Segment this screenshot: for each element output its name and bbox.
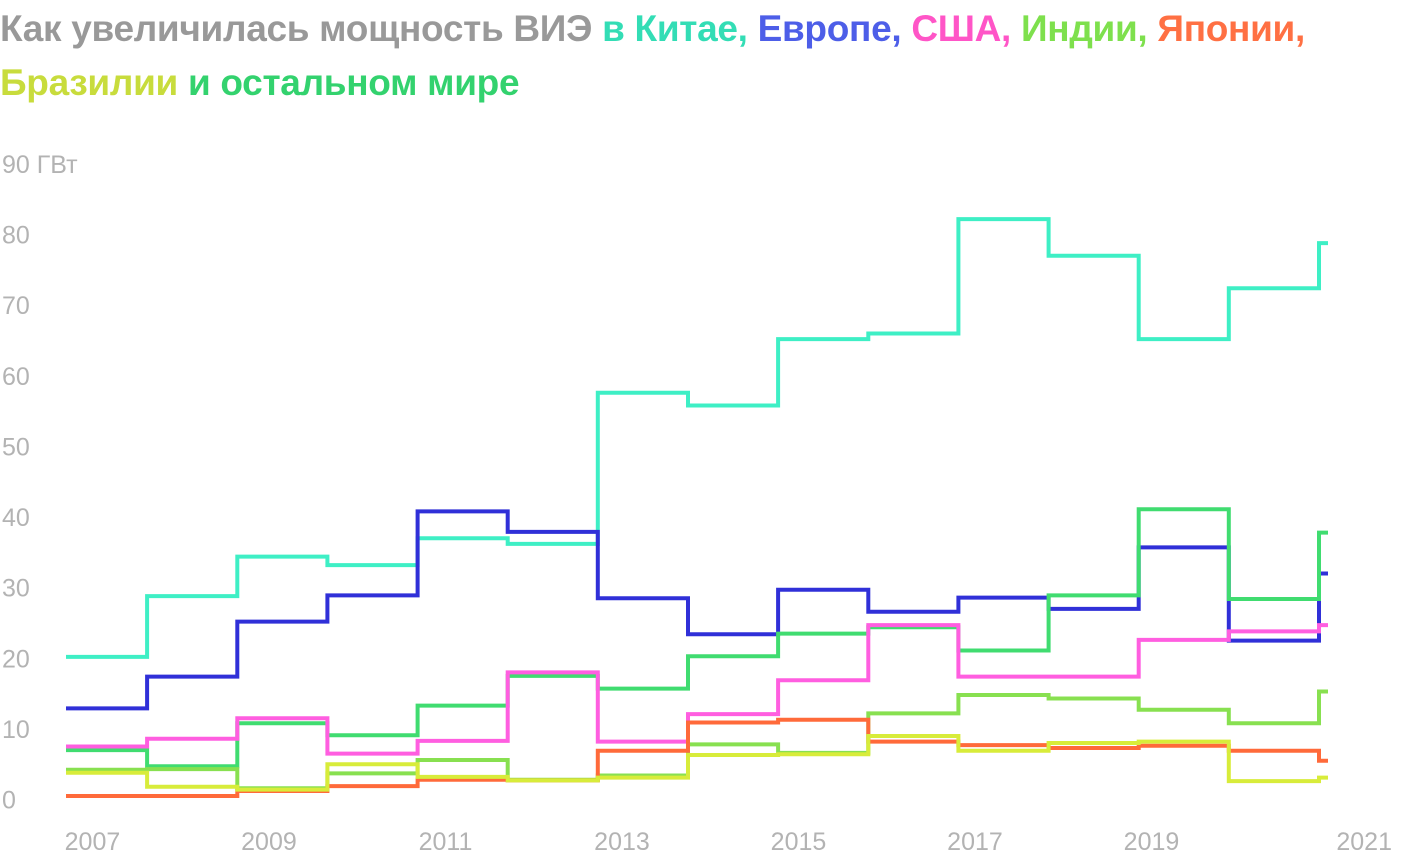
- series-line: [66, 509, 1328, 711]
- x-axis-tick-labels: 2007 2009 2011 2013 2015 2017 2019 2021: [65, 828, 1392, 856]
- title-part: и остальном мире: [177, 62, 520, 103]
- y-tick-label: 40: [2, 504, 30, 532]
- x-tick-label: 2017: [947, 828, 1003, 856]
- y-tick-label: 70: [2, 292, 30, 320]
- x-tick-label: 2019: [1124, 828, 1180, 856]
- x-tick-label: 2013: [594, 828, 650, 856]
- y-tick-label: 50: [2, 433, 30, 461]
- y-tick-label: 80: [2, 222, 30, 250]
- y-tick-label: 20: [2, 645, 30, 673]
- y-tick-label: 0: [2, 787, 16, 815]
- y-tick-label: 60: [2, 363, 30, 391]
- series-line: [66, 507, 1328, 769]
- series-line: [66, 217, 1328, 659]
- title-part: Индии,: [1011, 8, 1148, 49]
- series-lines: [66, 217, 1328, 798]
- x-tick-label: 2015: [771, 828, 827, 856]
- series-line: [66, 717, 1328, 798]
- title-part: Японии,: [1147, 8, 1305, 49]
- title-part: Европе,: [747, 8, 902, 49]
- y-axis-tick-labels: 0 10 20 30 40 50 60 70 80 90 ГВт: [2, 151, 78, 815]
- title-part: Бразилии: [0, 62, 178, 103]
- title-part: в Китае,: [592, 8, 748, 49]
- x-tick-label: 2021: [1336, 828, 1392, 856]
- chart-title: Как увеличилась мощность ВИЭ в Китае, Ев…: [0, 2, 1395, 110]
- title-prefix: Как увеличилась мощность ВИЭ: [0, 8, 593, 49]
- x-tick-label: 2007: [65, 828, 121, 856]
- y-tick-label: 90 ГВт: [2, 151, 78, 179]
- y-tick-label: 30: [2, 575, 30, 603]
- series-line: [66, 734, 1328, 792]
- series-line: [66, 623, 1328, 756]
- title-part: США,: [901, 8, 1012, 49]
- x-tick-label: 2009: [241, 828, 297, 856]
- x-tick-label: 2011: [419, 828, 473, 856]
- y-tick-label: 10: [2, 716, 30, 744]
